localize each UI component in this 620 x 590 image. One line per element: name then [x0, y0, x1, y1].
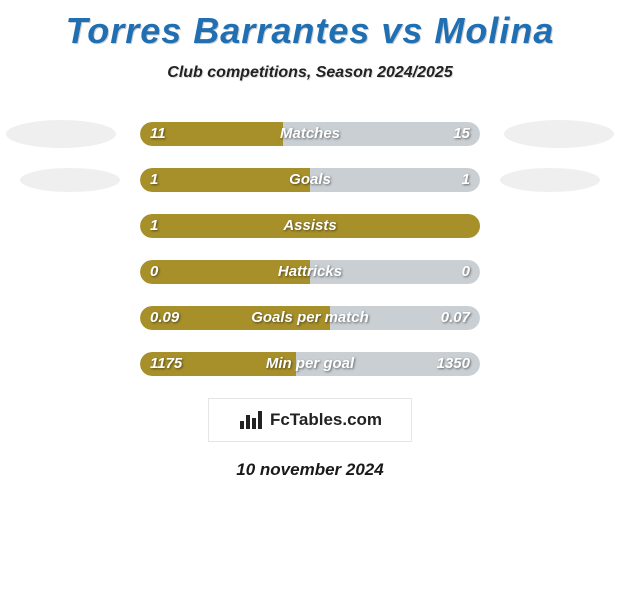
branding-badge: FcTables.com: [208, 398, 412, 442]
bar-left-fill: [140, 260, 310, 284]
player-right-badge: [500, 168, 600, 192]
bar-left-fill: [140, 306, 330, 330]
stat-bar: [140, 168, 480, 192]
subtitle: Club competitions, Season 2024/2025: [0, 64, 620, 82]
player-left-badge: [6, 120, 116, 148]
bars-icon: [238, 409, 264, 431]
stat-bar: [140, 122, 480, 146]
bar-right-fill: [296, 352, 480, 376]
branding-text: FcTables.com: [270, 410, 382, 430]
stat-row: Matches1115: [0, 122, 620, 146]
player-right-badge: [504, 120, 614, 148]
stat-bar: [140, 260, 480, 284]
stat-row: Min per goal11751350: [0, 352, 620, 376]
stat-bar: [140, 306, 480, 330]
stat-row: Hattricks00: [0, 260, 620, 284]
snapshot-date: 10 november 2024: [0, 460, 620, 480]
stat-row: Goals per match0.090.07: [0, 306, 620, 330]
bar-right-fill: [330, 306, 480, 330]
bar-left-fill: [140, 168, 310, 192]
bar-left-fill: [140, 214, 480, 238]
bar-right-fill: [310, 168, 480, 192]
stat-row: Goals11: [0, 168, 620, 192]
stat-bar: [140, 214, 480, 238]
page-title: Torres Barrantes vs Molina: [0, 10, 620, 52]
bar-left-fill: [140, 122, 283, 146]
bar-left-fill: [140, 352, 296, 376]
comparison-chart: Matches1115 Goals11 Assists1 Hattricks00 Goa…: [0, 122, 620, 376]
stat-bar: [140, 352, 480, 376]
stat-row: Assists1: [0, 214, 620, 238]
bar-right-fill: [310, 260, 480, 284]
player-left-badge: [20, 168, 120, 192]
bar-right-fill: [283, 122, 480, 146]
